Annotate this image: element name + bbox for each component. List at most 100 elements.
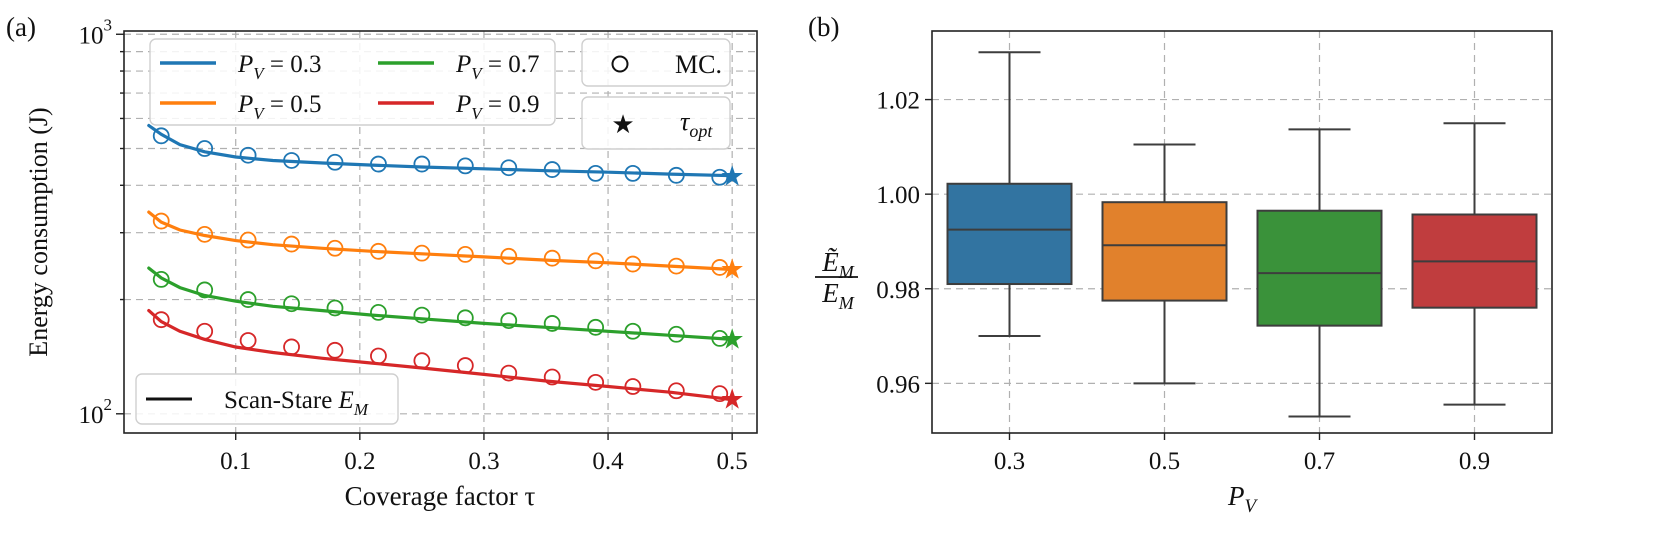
legend-curve: Scan-Stare EM <box>135 373 399 425</box>
legend-series-item-3: PV = 0.9 <box>378 91 540 123</box>
mc-point-2-4 <box>326 299 344 317</box>
b-xtick-label-0.3: 0.3 <box>994 448 1025 475</box>
legend-mc: MC. <box>581 38 731 87</box>
a-xtick-label-0.1: 0.1 <box>220 448 251 475</box>
b-ytick-label-1.02: 1.02 <box>876 88 920 115</box>
legend-mc-marker <box>611 55 629 73</box>
mc-point-0-7 <box>456 157 474 175</box>
mc-point-1-1 <box>196 225 214 243</box>
a-ytick-label-100: 102 <box>79 395 113 429</box>
mc-point-2-0 <box>152 270 170 288</box>
mc-point-0-4 <box>326 153 344 171</box>
opt-star-3: ★ <box>720 385 745 416</box>
mc-point-3-2 <box>239 332 257 349</box>
mc-point-0-10 <box>587 164 605 182</box>
panel-b-axes-frame <box>931 30 1553 434</box>
mc-point-3-1 <box>196 322 214 340</box>
series-0.7: ★ <box>147 266 745 355</box>
mc-point-0-0 <box>152 127 170 145</box>
mc-point-0-5 <box>370 155 387 173</box>
mc-point-1-7 <box>456 246 474 263</box>
box-0.7 <box>1256 128 1383 418</box>
box-0.5 <box>1101 143 1228 385</box>
mc-point-1-12 <box>667 257 685 275</box>
box-0.9 <box>1411 122 1538 406</box>
panel-a-ticks: 0.1 0.2 0.3 0.4 0.5 102 103 <box>79 15 748 475</box>
mc-point-3-10 <box>587 373 605 391</box>
mc-point-1-3 <box>283 235 300 253</box>
mc-point-0-8 <box>500 159 518 177</box>
legend-series-item-0: PV = 0.3 <box>160 51 322 83</box>
mc-point-0-11 <box>624 164 642 182</box>
mc-point-0-13 <box>711 168 729 186</box>
mc-point-1-0 <box>152 212 170 230</box>
mc-point-1-13 <box>711 259 729 276</box>
b-ytick-label-1.00: 1.00 <box>876 182 920 209</box>
panel-b-xlabel: PV <box>1227 481 1259 517</box>
mc-point-2-9 <box>543 315 561 332</box>
box-body-2 <box>1256 209 1383 327</box>
a-xtick-label-0.3: 0.3 <box>468 448 499 475</box>
mc-point-0-2 <box>239 146 257 164</box>
legend-label-0: PV = 0.3 <box>237 51 322 83</box>
box-body-1 <box>1101 201 1228 302</box>
mc-point-3-12 <box>667 382 685 400</box>
mc-point-1-5 <box>370 242 387 260</box>
series-0.5: ★ <box>147 210 745 285</box>
panel-b: (b) 0.3 0.5 0.7 0.9 0.96 0.98 1.00 1.02 PV ẼM E… <box>808 12 1553 517</box>
panel-a-axes-frame <box>123 30 758 434</box>
mc-point-3-13 <box>711 385 729 403</box>
mc-point-2-11 <box>624 322 642 340</box>
mc-point-1-4 <box>326 239 344 257</box>
mc-point-0-12 <box>667 166 685 184</box>
mc-point-3-4 <box>326 341 344 359</box>
mc-point-0-6 <box>413 155 431 173</box>
series-0.9: ★ <box>147 309 745 416</box>
box-0.3 <box>946 51 1073 338</box>
mc-point-3-0 <box>152 311 170 329</box>
series-0.3: ★ <box>147 123 745 192</box>
series-curve-2 <box>147 266 734 341</box>
panel-b-ylabel: ẼM EM <box>815 247 858 313</box>
panel-a-xlabel: Coverage factor τ <box>345 481 536 511</box>
panel-b-boxes <box>946 51 1538 418</box>
legend-opt-marker: ★ <box>611 110 634 139</box>
mc-point-3-7 <box>456 357 474 374</box>
mc-point-1-8 <box>500 247 518 265</box>
mc-point-3-11 <box>624 378 642 395</box>
mc-point-0-3 <box>283 152 300 169</box>
panel-a-label: (a) <box>6 12 36 42</box>
mc-point-0-9 <box>543 161 561 178</box>
b-xtick-label-0.5: 0.5 <box>1149 448 1180 475</box>
opt-star-1: ★ <box>720 254 745 285</box>
mc-point-0-1 <box>196 140 214 157</box>
panel-b-ticks: 0.3 0.5 0.7 0.9 0.96 0.98 1.00 1.02 <box>876 88 1490 475</box>
legend-curve-label: Scan-Stare EM <box>224 387 369 419</box>
legend-opt: ★ τopt <box>581 96 731 150</box>
box-body-0 <box>946 182 1073 286</box>
legend-label-3: PV = 0.9 <box>455 91 540 123</box>
mc-point-3-9 <box>543 368 561 386</box>
mc-point-2-12 <box>667 325 685 343</box>
legend-series-item-2: PV = 0.7 <box>378 51 540 83</box>
legend-label-2: PV = 0.7 <box>455 51 540 83</box>
series-curve-0 <box>147 123 734 178</box>
panel-b-label: (b) <box>808 12 839 42</box>
mc-point-2-8 <box>500 312 518 330</box>
mc-point-2-5 <box>370 303 387 321</box>
mc-point-2-13 <box>711 329 729 347</box>
mc-point-2-2 <box>239 291 257 308</box>
panel-a-series: ★ ★ ★ ★ <box>147 123 745 416</box>
a-ytick-label-1000: 103 <box>79 15 113 49</box>
a-xtick-label-0.5: 0.5 <box>717 448 748 475</box>
legend-opt-label: τopt <box>680 107 713 141</box>
b-ytick-label-0.98: 0.98 <box>876 277 920 304</box>
svg-text:EM: EM <box>821 278 855 313</box>
legend-mc-label: MC. <box>675 50 722 79</box>
mc-point-3-8 <box>500 364 518 382</box>
mc-point-2-10 <box>587 318 605 336</box>
mc-point-3-5 <box>370 347 387 365</box>
b-xtick-label-0.9: 0.9 <box>1459 448 1490 475</box>
mc-point-1-9 <box>543 249 561 267</box>
